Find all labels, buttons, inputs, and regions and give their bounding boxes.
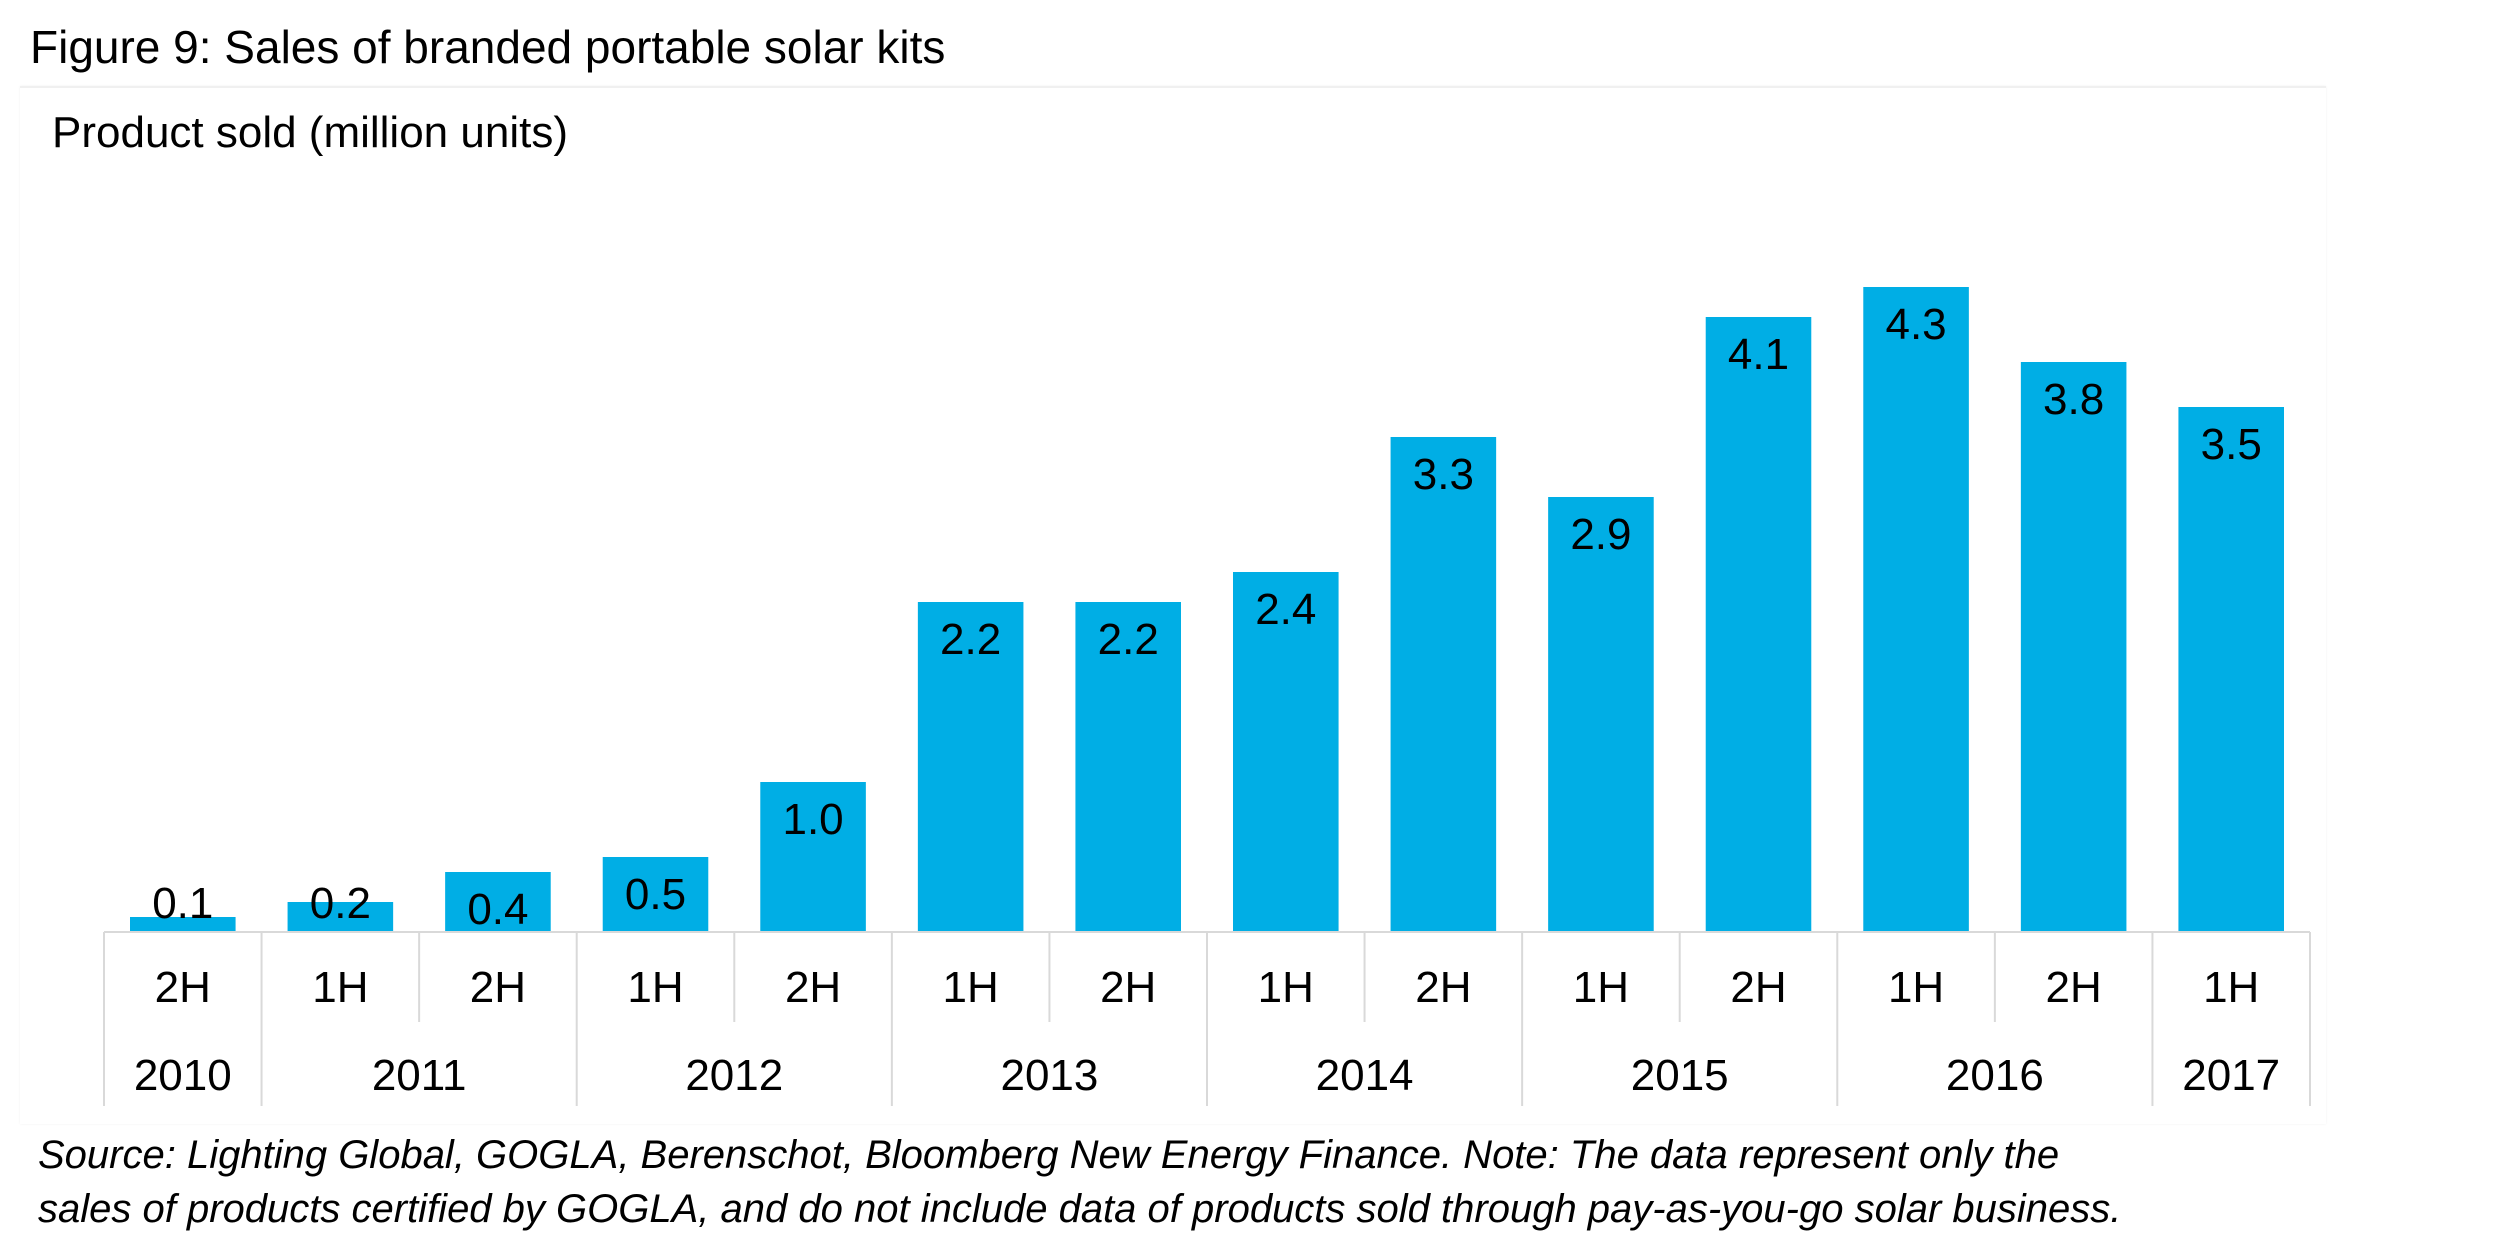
bar-value-label: 4.1 xyxy=(1728,330,1789,379)
x-tick-label-half: 1H xyxy=(1573,963,1629,1012)
bar-1h-2015 xyxy=(1548,497,1654,932)
x-tick-label-year: 2014 xyxy=(1316,1051,1414,1100)
x-tick-label-year: 2010 xyxy=(134,1051,232,1100)
x-tick-label-half: 2H xyxy=(785,963,841,1012)
bar-value-label: 3.3 xyxy=(1413,450,1474,499)
bar-1h-2016 xyxy=(1863,287,1969,932)
y-axis-label: Product sold (million units) xyxy=(52,108,568,157)
x-tick-label-year: 2011 xyxy=(372,1051,467,1100)
x-tick-label-year: 2015 xyxy=(1631,1051,1729,1100)
x-tick-label-half: 1H xyxy=(627,963,683,1012)
source-line-1: Source: Lighting Global, GOGLA, Berensch… xyxy=(38,1133,2060,1177)
x-tick-label-half: 1H xyxy=(943,963,999,1012)
x-tick-label-half: 2H xyxy=(1730,963,1786,1012)
x-tick-label-half: 2H xyxy=(470,963,526,1012)
bar-value-label: 0.4 xyxy=(467,885,528,934)
bar-value-label: 2.9 xyxy=(1570,510,1631,559)
bar-value-label: 4.3 xyxy=(1885,300,1946,349)
x-tick-label-half: 1H xyxy=(312,963,368,1012)
bar-value-label: 2.4 xyxy=(1255,585,1316,634)
bar-value-label: 2.2 xyxy=(940,615,1001,664)
bar-1h-2017 xyxy=(2178,407,2285,932)
bar-1h-2014 xyxy=(1232,572,1339,932)
x-tick-label-year: 2012 xyxy=(685,1051,783,1100)
bar-1h-2013 xyxy=(917,602,1024,932)
bar-value-label: 0.1 xyxy=(152,879,213,928)
bar-2h-2012 xyxy=(760,782,866,932)
x-tick-label-half: 2H xyxy=(155,963,211,1012)
x-tick-label-half: 1H xyxy=(1258,963,1314,1012)
bar-value-label: 1.0 xyxy=(782,795,843,844)
figure-title: Figure 9: Sales of branded portable sola… xyxy=(30,21,946,73)
bar-1h-2011 xyxy=(287,902,394,932)
bar-value-label: 3.8 xyxy=(2043,375,2104,424)
bar-2h-2015 xyxy=(1705,317,1812,932)
chart-area xyxy=(20,86,2326,1124)
x-tick-label-half: 2H xyxy=(2046,963,2102,1012)
bar-value-label: 3.5 xyxy=(2201,420,2262,469)
bar-2h-2016 xyxy=(2020,362,2127,932)
x-tick-label-half: 1H xyxy=(2203,963,2259,1012)
x-tick-label-year: 2017 xyxy=(2182,1051,2280,1100)
x-tick-label-half: 1H xyxy=(1888,963,1944,1012)
bar-value-label: 2.2 xyxy=(1098,615,1159,664)
x-tick-label-half: 2H xyxy=(1415,963,1471,1012)
bar-2h-2010 xyxy=(129,917,236,932)
bar-2h-2011 xyxy=(445,872,551,932)
source-line-2: sales of products certified by GOGLA, an… xyxy=(38,1187,2122,1231)
bar-value-label: 0.2 xyxy=(310,879,371,928)
bar-2h-2014 xyxy=(1390,437,1497,932)
bar-1h-2012 xyxy=(602,857,709,932)
x-tick-label-year: 2016 xyxy=(1946,1051,2044,1100)
source-note: Source: Lighting Global, GOGLA, Berensch… xyxy=(38,1128,2478,1236)
bar-2h-2013 xyxy=(1075,602,1182,932)
x-tick-label-year: 2013 xyxy=(1000,1051,1098,1100)
bar-value-label: 0.5 xyxy=(625,870,686,919)
x-tick-label-half: 2H xyxy=(1100,963,1156,1012)
